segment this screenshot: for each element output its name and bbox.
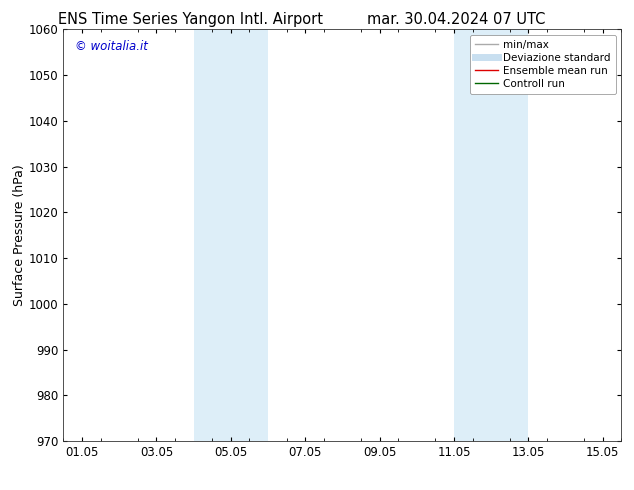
Text: mar. 30.04.2024 07 UTC: mar. 30.04.2024 07 UTC bbox=[367, 12, 546, 27]
Legend: min/max, Deviazione standard, Ensemble mean run, Controll run: min/max, Deviazione standard, Ensemble m… bbox=[470, 35, 616, 95]
Text: ENS Time Series Yangon Intl. Airport: ENS Time Series Yangon Intl. Airport bbox=[58, 12, 323, 27]
Y-axis label: Surface Pressure (hPa): Surface Pressure (hPa) bbox=[13, 164, 26, 306]
Bar bbox=[193, 29, 268, 441]
Text: © woitalia.it: © woitalia.it bbox=[75, 40, 148, 53]
Bar bbox=[454, 29, 528, 441]
